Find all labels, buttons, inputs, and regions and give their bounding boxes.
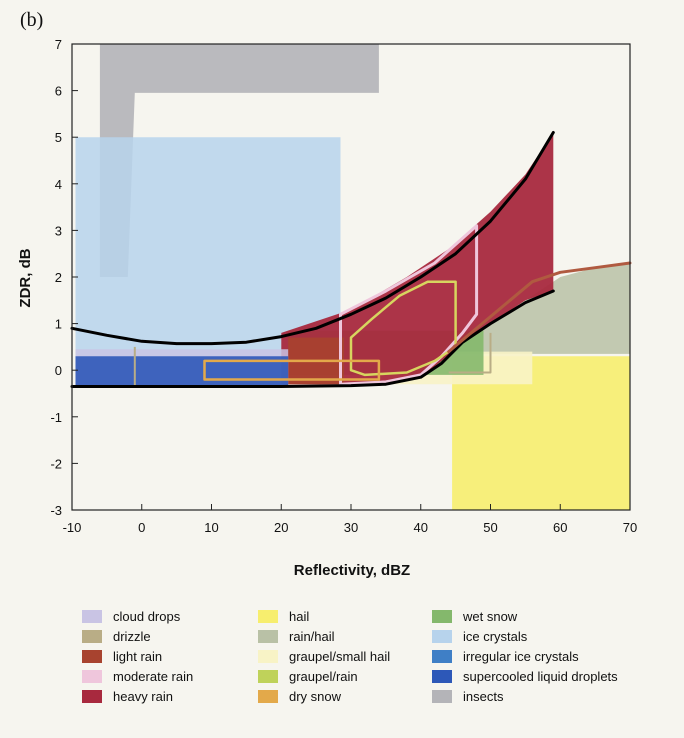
legend-label-hail: hail [289,609,309,624]
x-tick-label: 30 [344,520,358,535]
legend: cloud drops drizzle light rain moderate rai… [82,609,618,704]
legend-label-ice-crystals: ice crystals [463,629,528,644]
y-tick-label: -1 [50,410,62,425]
y-tick-label: -3 [50,503,62,518]
legend-label-irregular-ice-crystals: irregular ice crystals [463,649,579,664]
x-tick-label: -10 [63,520,82,535]
legend-label-graupel-small-hail: graupel/small hail [289,649,390,664]
legend-swatch-heavy-rain [82,690,102,703]
legend-swatch-hail [258,610,278,623]
legend-label-light-rain: light rain [113,649,162,664]
legend-swatch-drizzle [82,630,102,643]
legend-label-moderate-rain: moderate rain [113,669,193,684]
legend-swatch-ice-crystals [432,630,452,643]
boundary-upper [70,131,555,346]
x-tick-label: 40 [414,520,428,535]
legend-label-drizzle: drizzle [113,629,151,644]
legend-swatch-dry-snow [258,690,278,703]
plot-boundaries [70,131,632,388]
x-tick-label: 60 [553,520,567,535]
y-tick-label: 7 [55,37,62,52]
x-tick-label: 70 [623,520,637,535]
region-rain-hail [448,263,630,354]
legend-label-heavy-rain: heavy rain [113,689,173,704]
boundary-lower [70,289,555,388]
x-axis: -10 0 10 20 30 40 50 60 70 [63,504,637,535]
legend-swatch-graupel-rain [258,670,278,683]
legend-swatch-light-rain [82,650,102,663]
x-tick-label: 20 [274,520,288,535]
y-tick-label: 4 [55,177,62,192]
legend-swatch-insects [432,690,452,703]
y-tick-label: 3 [55,223,62,238]
y-tick-label: 2 [55,270,62,285]
y-tick-label: -2 [50,456,62,471]
outline-dry-snow [203,359,381,381]
legend-label-graupel-rain: graupel/rain [289,669,358,684]
legend-swatch-irregular-ice-crystals [432,650,452,663]
boundary-rain-hail-edge [447,261,632,354]
y-axis: 7 6 5 4 3 2 1 0 -1 -2 -3 [50,37,78,518]
legend-label-cloud-drops: cloud drops [113,609,181,624]
x-tick-label: 50 [483,520,497,535]
region-ice-crystals [75,137,341,359]
legend-swatch-moderate-rain [82,670,102,683]
legend-swatch-graupel-small-hail [258,650,278,663]
outline-rain-hail [448,332,492,374]
x-tick-label: 0 [138,520,145,535]
panel-label: (b) [20,9,43,31]
x-tick-label: 10 [204,520,218,535]
legend-label-rain-hail: rain/hail [289,629,335,644]
legend-swatch-wet-snow [432,610,452,623]
y-tick-label: 6 [55,84,62,99]
legend-label-supercooled-liquid-droplets: supercooled liquid droplets [463,669,618,684]
legend-label-dry-snow: dry snow [289,689,342,704]
y-axis-title: ZDR, dB [17,248,34,307]
legend-swatch-supercooled-liquid-droplets [432,670,452,683]
legend-swatch-rain-hail [258,630,278,643]
legend-label-wet-snow: wet snow [462,609,518,624]
x-axis-title: Reflectivity, dBZ [294,562,410,579]
y-tick-label: 1 [55,317,62,332]
legend-label-insects: insects [463,689,504,704]
y-tick-label: 5 [55,130,62,145]
y-tick-label: 0 [55,363,62,378]
outline-moderate-rain [339,224,479,386]
region-hail [452,356,630,510]
legend-swatch-cloud-drops [82,610,102,623]
